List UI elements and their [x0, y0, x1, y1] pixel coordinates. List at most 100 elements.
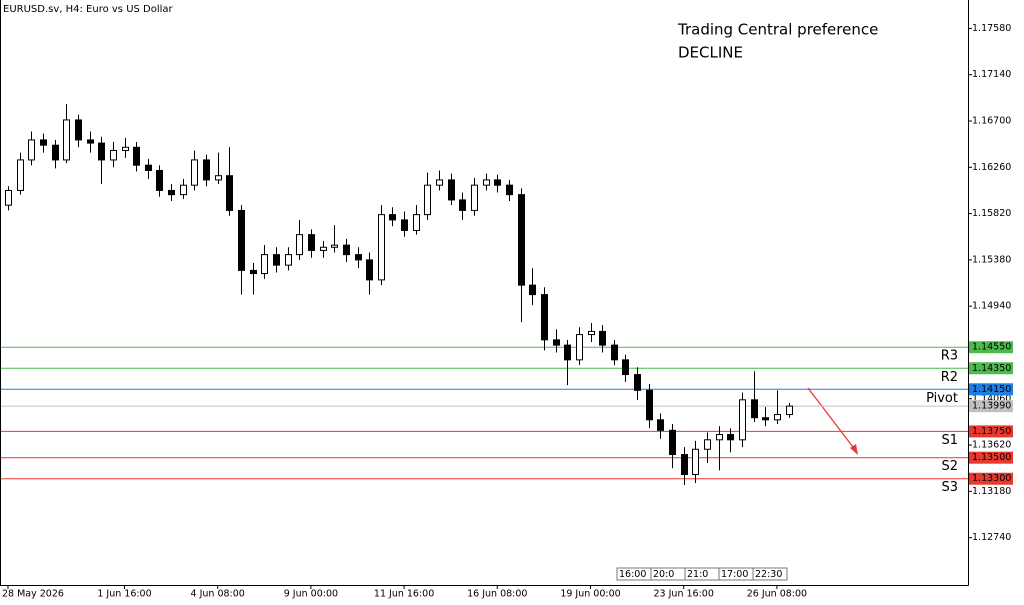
current-price-price: 1.13990: [972, 401, 1011, 412]
candle-body: [87, 139, 94, 144]
level-badge: [969, 425, 1013, 438]
candle: [739, 392, 746, 448]
candle-body: [285, 254, 292, 266]
candle: [646, 384, 653, 429]
candle: [215, 152, 222, 185]
candle: [250, 263, 257, 295]
candle-body: [261, 254, 268, 275]
candle-body: [529, 284, 536, 296]
candle: [413, 205, 420, 235]
level-badge: [969, 451, 1013, 464]
candle: [308, 229, 315, 258]
level-badge: [969, 362, 1013, 375]
candle: [296, 219, 303, 260]
annotation: DECLINE: [678, 44, 743, 62]
level-name: S1: [941, 433, 958, 448]
candle: [389, 207, 396, 227]
candle: [87, 131, 94, 153]
candle-body: [657, 419, 664, 431]
candle: [331, 225, 338, 253]
x-tick-label: 23 Jun 16:00: [654, 589, 714, 600]
candle-body: [133, 146, 140, 166]
candle-body: [692, 448, 699, 476]
candle: [203, 154, 210, 187]
time-marker-label: 17:00: [721, 569, 748, 580]
level-badge: [969, 341, 1013, 354]
candle: [751, 371, 758, 422]
candle-body: [226, 175, 233, 211]
candle: [692, 440, 699, 483]
candle-body: [378, 214, 385, 281]
candle: [226, 147, 233, 216]
candle-body: [413, 214, 420, 231]
x-tick-label: 11 Jun 16:00: [374, 589, 434, 600]
candle-body: [355, 254, 362, 261]
level-name: S3: [941, 480, 958, 495]
y-tick-label: 1.14060: [972, 393, 1011, 404]
candle-body: [436, 179, 443, 186]
candle: [355, 247, 362, 269]
candle: [727, 428, 734, 453]
candle-body: [459, 199, 466, 211]
time-marker: [752, 567, 788, 581]
y-tick-label: 1.13620: [972, 440, 1011, 451]
candle: [436, 170, 443, 191]
time-marker-label: 21:0: [687, 569, 708, 580]
level-badge: [969, 472, 1013, 485]
candle-body: [622, 359, 629, 376]
y-tick-label: 1.17580: [972, 23, 1011, 34]
candle: [564, 339, 571, 386]
candle-body: [215, 175, 222, 181]
candle: [110, 142, 117, 168]
current-price-badge: [969, 400, 1013, 413]
candle: [168, 184, 175, 201]
level-name: S2: [941, 459, 958, 474]
level-name: R2: [941, 370, 958, 385]
y-tick-label: 1.16260: [972, 162, 1011, 173]
candle-body: [28, 139, 35, 161]
candle-body: [203, 159, 210, 181]
candle-body: [681, 454, 688, 476]
candle: [553, 329, 560, 353]
arrow-line: [807, 387, 857, 452]
candle-body: [343, 244, 350, 256]
candle: [285, 247, 292, 271]
candle: [343, 238, 350, 262]
candle-body: [541, 294, 548, 341]
x-tick-label: 16 Jun 08:00: [467, 589, 527, 600]
candle: [133, 142, 140, 172]
candle: [786, 402, 793, 418]
candle-body: [553, 339, 560, 346]
x-tick-label: 19 Jun 00:00: [560, 589, 620, 600]
candle-body: [471, 184, 478, 211]
candle: [320, 240, 327, 258]
candle-body: [518, 194, 525, 286]
candle-body: [191, 159, 198, 186]
x-tick-label: 26 Jun 08:00: [747, 589, 807, 600]
x-tick-label: 28 May 2026: [2, 589, 64, 600]
candle-body: [599, 330, 606, 346]
candle: [261, 245, 268, 279]
forecast-arrow: [807, 387, 858, 455]
time-marker-label: 22:30: [755, 569, 782, 580]
candle-body: [63, 119, 70, 161]
candle: [483, 173, 490, 191]
candle-body: [389, 214, 396, 221]
candle: [17, 152, 24, 195]
candle: [98, 136, 105, 185]
candle-body: [611, 344, 618, 361]
y-tick-label: 1.15380: [972, 254, 1011, 265]
candle-body: [75, 119, 82, 141]
candle-body: [238, 209, 245, 271]
candle-body: [98, 142, 105, 161]
candle: [657, 413, 664, 439]
candle-body: [494, 179, 501, 186]
candle: [681, 447, 688, 486]
y-tick-label: 1.16700: [972, 115, 1011, 126]
candle-body: [483, 179, 490, 186]
y-tick-label: 1.13180: [972, 486, 1011, 497]
candle-body: [564, 344, 571, 361]
candle: [704, 432, 711, 463]
